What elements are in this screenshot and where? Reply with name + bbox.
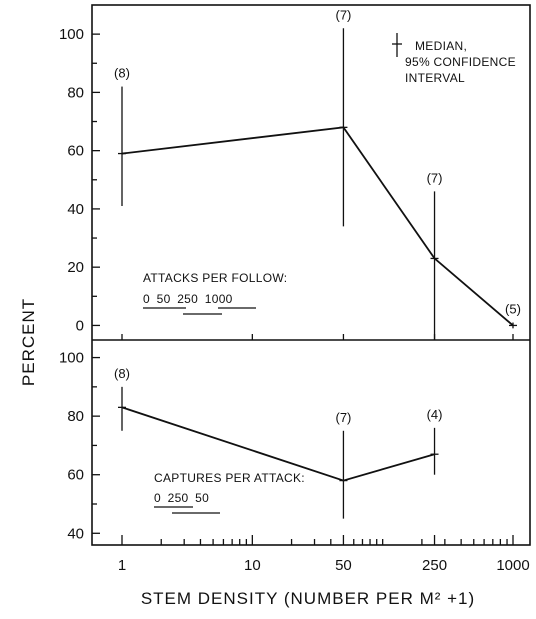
legend-label-line2: 95% CONFIDENCE <box>405 55 516 69</box>
x-axis-label: STEM DENSITY (NUMBER PER M² +1) <box>141 589 475 608</box>
sample-size-label-top: (5) <box>505 302 521 317</box>
y-tick-label-top: 20 <box>67 259 84 276</box>
top-panel-annotation-title: ATTACKS PER FOLLOW: <box>143 271 287 285</box>
sample-size-label-top: (8) <box>114 66 130 81</box>
bottom-panel-annotation-title: CAPTURES PER ATTACK: <box>154 471 305 485</box>
y-tick-label-top: 60 <box>67 143 84 160</box>
x-tick-label: 250 <box>422 557 447 574</box>
series-line-bottom <box>121 406 435 482</box>
y-tick-label-bottom: 40 <box>67 525 84 542</box>
y-axis-label: PERCENT <box>19 298 38 386</box>
x-tick-label: 50 <box>335 557 352 574</box>
legend-label-line3: INTERVAL <box>405 71 465 85</box>
axis-ticks: 0 20 40 60 80 100 40 60 80 100 1 10 50 250 1000 <box>59 26 530 574</box>
series-layer: (8) (7) (7) (5) (8) (7) (4) <box>114 7 521 519</box>
top-panel-annotation-groups: 0 50 250 1000 <box>143 292 233 306</box>
y-tick-label-bottom: 80 <box>67 408 84 425</box>
sample-size-label-bottom: (7) <box>335 410 351 425</box>
x-tick-label: 1 <box>118 557 126 574</box>
y-tick-label-top: 100 <box>59 26 84 43</box>
legend-label-line1: MEDIAN, <box>415 39 467 53</box>
x-tick-label: 1000 <box>496 557 529 574</box>
bottom-panel-annotation-groups: 0 250 50 <box>154 491 209 505</box>
plot-frame <box>91 4 531 546</box>
sample-size-label-top: (7) <box>427 170 443 185</box>
x-tick-label: 10 <box>244 557 261 574</box>
y-tick-label-top: 80 <box>67 84 84 101</box>
y-tick-label-bottom: 100 <box>59 350 84 367</box>
sample-size-label-top: (7) <box>335 7 351 22</box>
y-tick-label-top: 0 <box>76 317 84 334</box>
y-tick-label-top: 40 <box>67 201 84 218</box>
series-line-top <box>121 126 514 327</box>
annotation-layer: ATTACKS PER FOLLOW: 0 50 250 1000 CAPTUR… <box>19 39 516 608</box>
sample-size-label-bottom: (4) <box>427 407 443 422</box>
y-tick-label-bottom: 60 <box>67 467 84 484</box>
chart-frame <box>91 4 531 546</box>
sample-size-label-bottom: (8) <box>114 366 130 381</box>
